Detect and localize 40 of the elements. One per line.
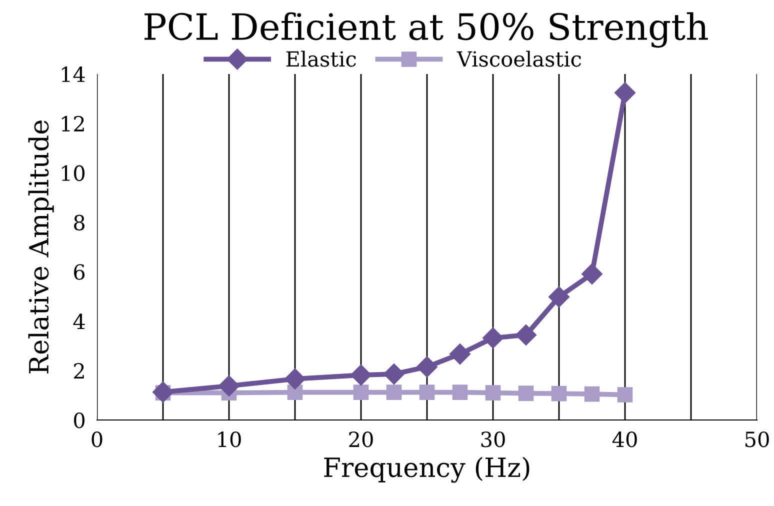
point (581, 263, 603, 284)
x-tick-label: 50 (746, 431, 769, 448)
x-tick-label: 0 (92, 431, 102, 448)
y-tick-label: 10 (62, 165, 85, 182)
x-tick-label: 30 (481, 431, 505, 448)
x-tick-label: 40 (612, 431, 637, 448)
point (515, 324, 537, 346)
point (614, 82, 636, 104)
legend-label: Elastic (286, 50, 356, 67)
y-tick-label: 6 (74, 264, 85, 280)
y-tick-label: 2 (74, 363, 84, 378)
point (416, 356, 438, 378)
point (152, 382, 174, 403)
y-tick-label: 8 (74, 214, 84, 230)
point (551, 386, 567, 402)
point (617, 387, 633, 402)
x-tick-label: 20 (349, 431, 373, 448)
legend-label: Viscoelastic (456, 50, 581, 67)
point (449, 343, 471, 365)
point (584, 386, 600, 402)
y-tick-label: 14 (62, 66, 85, 82)
point (383, 364, 405, 385)
point (218, 375, 240, 396)
y-tick-label: 4 (73, 314, 85, 330)
y-tick-label: 0 (74, 412, 85, 428)
point (485, 385, 501, 400)
point (452, 384, 468, 400)
point (284, 368, 306, 390)
point (548, 286, 570, 308)
point (350, 364, 372, 386)
x-axis-title: Frequency (Hz) (324, 456, 530, 483)
y-tick-label: 12 (62, 116, 84, 132)
point (353, 384, 369, 400)
point (518, 386, 534, 401)
chart-title: PCL Deficient at 50% Strength (144, 12, 708, 48)
y-axis-title: Relative Amplitude (28, 120, 54, 374)
point (386, 384, 402, 400)
point (419, 384, 435, 400)
point (482, 327, 504, 348)
x-tick-label: 10 (218, 431, 241, 448)
